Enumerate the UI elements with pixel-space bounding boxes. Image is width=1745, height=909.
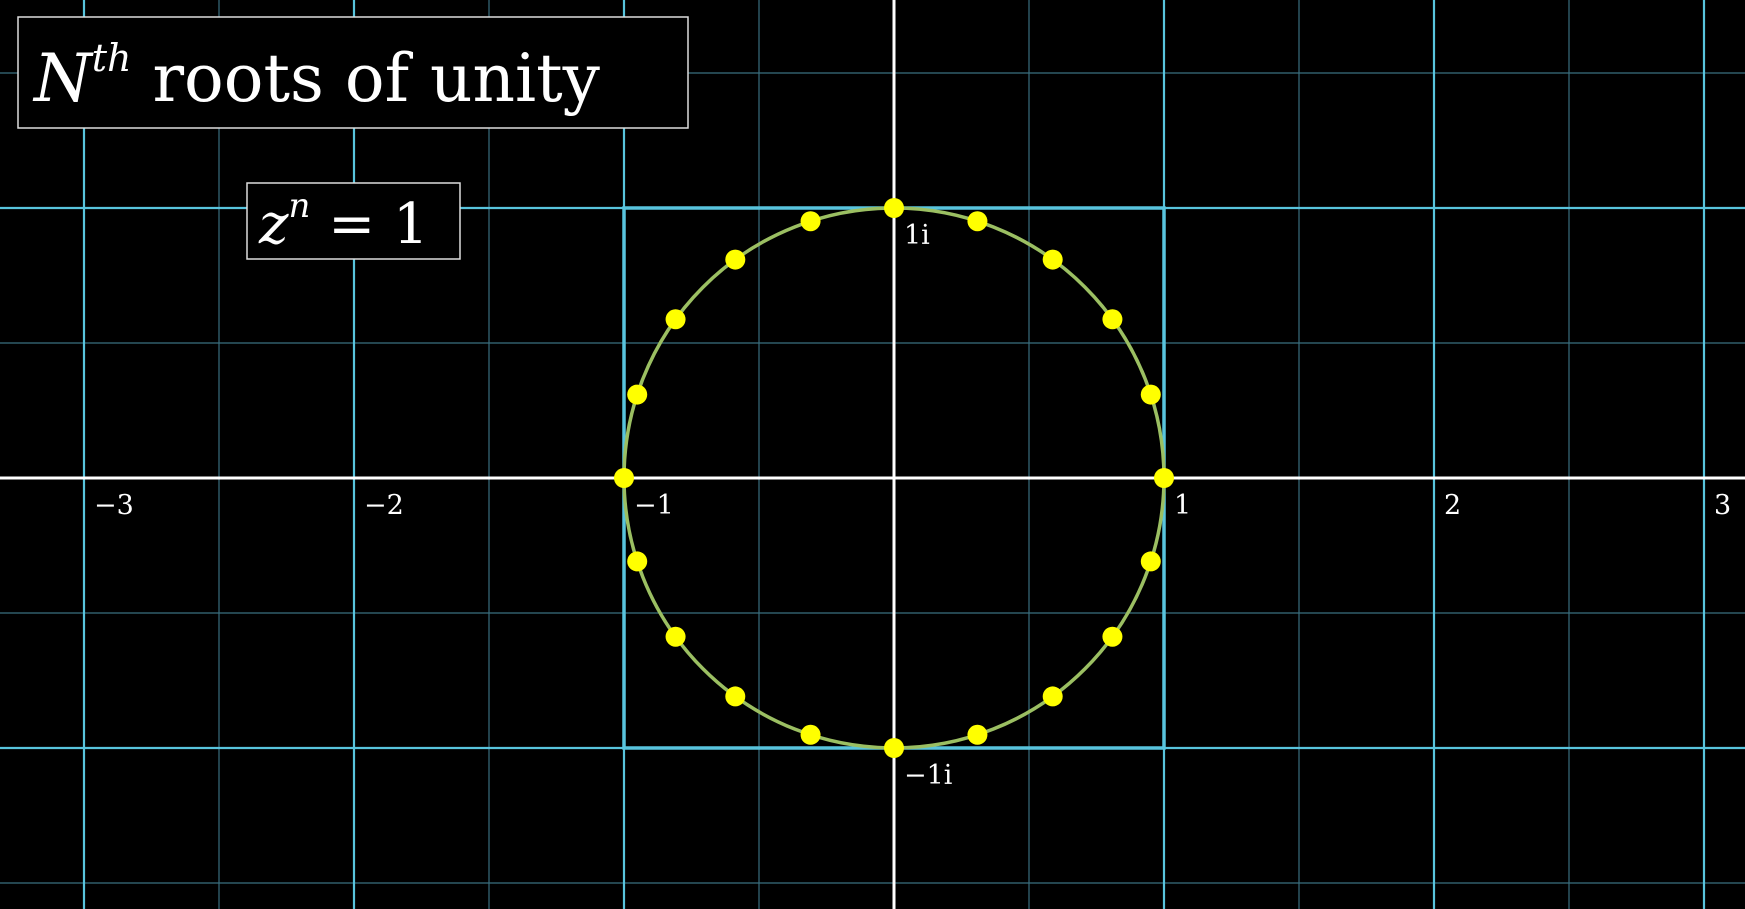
root-point <box>1140 551 1161 572</box>
equation-rest: = 1 <box>310 192 428 257</box>
roots-layer <box>614 198 1174 758</box>
equation-base: z <box>258 192 289 257</box>
root-point <box>1140 384 1161 405</box>
root-point <box>1154 468 1174 488</box>
root-point <box>725 249 746 270</box>
title-rest: roots of unity <box>132 40 601 117</box>
title-box: Nth roots of unity <box>17 16 689 129</box>
root-point <box>1042 249 1063 270</box>
title-base: N <box>32 40 94 117</box>
root-point <box>1102 626 1123 647</box>
equation: zn = 1 <box>258 186 429 257</box>
x-tick-label: 3 <box>1714 490 1731 521</box>
y-tick-label: 1i <box>904 220 930 251</box>
root-point <box>627 551 648 572</box>
tick-labels: −3 −2 −1 1 2 3 1i −1i <box>94 220 1731 791</box>
root-point <box>967 724 988 745</box>
equation-exponent: n <box>289 186 311 226</box>
root-point <box>800 211 821 232</box>
equation-box: zn = 1 <box>246 182 461 260</box>
y-tick-label: −1i <box>904 760 953 791</box>
x-tick-label: 1 <box>1174 490 1191 521</box>
x-tick-label: −1 <box>634 490 674 521</box>
root-point <box>627 384 648 405</box>
equation-box-border <box>246 182 461 260</box>
title-superscript: th <box>92 36 132 80</box>
root-point <box>1102 309 1123 330</box>
x-tick-label: −2 <box>364 490 404 521</box>
root-point <box>665 309 686 330</box>
x-tick-label: 2 <box>1444 490 1461 521</box>
root-point <box>614 468 634 488</box>
root-point <box>1042 686 1063 707</box>
root-point <box>800 724 821 745</box>
page-title: Nth roots of unity <box>32 36 601 117</box>
root-point <box>665 626 686 647</box>
root-point <box>884 198 904 218</box>
root-point <box>884 738 904 758</box>
root-point <box>725 686 746 707</box>
title-box-border <box>17 16 689 129</box>
root-point <box>967 211 988 232</box>
x-tick-label: −3 <box>94 490 134 521</box>
